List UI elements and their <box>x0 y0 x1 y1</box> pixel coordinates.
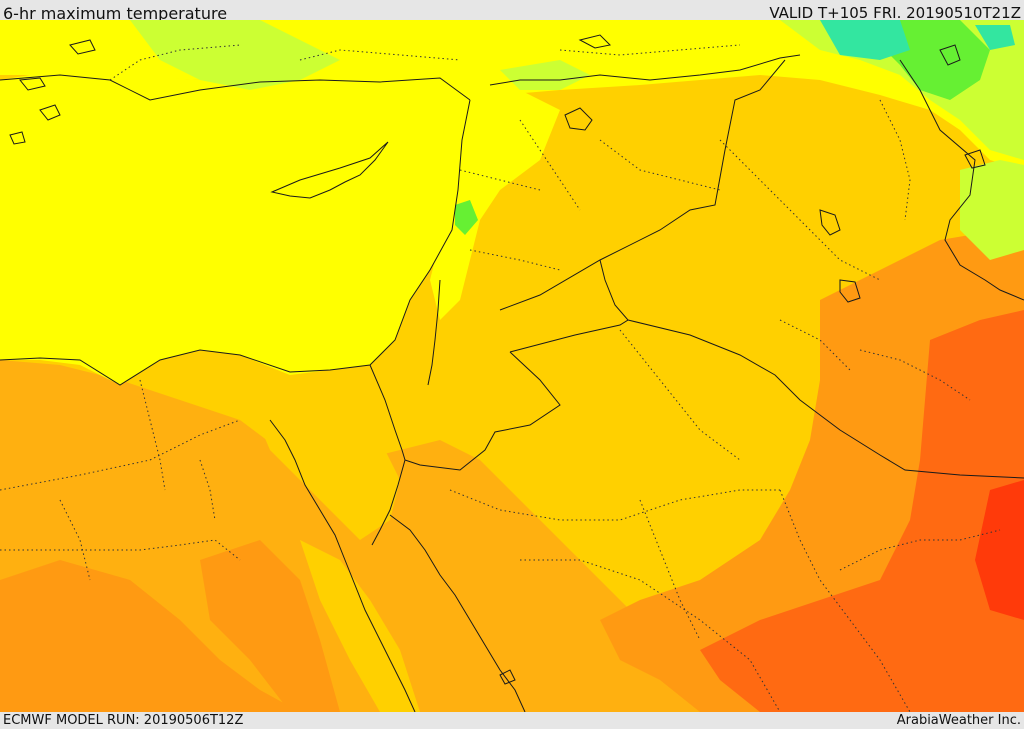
border-iraq-iran <box>899 59 1024 301</box>
island <box>578 34 612 49</box>
temperature-map <box>0 20 1024 712</box>
coastline-south <box>0 99 471 386</box>
zone-green-north <box>130 20 340 90</box>
jordan-valley <box>427 279 441 386</box>
coastline-suez <box>269 419 416 712</box>
zone-cyan-ne-2 <box>975 25 1015 50</box>
province-line <box>459 169 541 191</box>
zone-green-lake <box>500 60 590 90</box>
province-line <box>859 349 971 401</box>
province-line <box>199 459 216 521</box>
border-turkey-syria <box>489 54 801 86</box>
lake-outline-2 <box>819 209 841 236</box>
island <box>39 104 61 121</box>
zone-redsea-light <box>300 540 420 712</box>
province-line <box>109 44 241 81</box>
zone-green-lebanon <box>455 200 478 235</box>
island <box>19 77 46 91</box>
province-line <box>59 499 91 581</box>
province-line <box>839 529 1001 571</box>
lake-outline-3 <box>839 279 861 303</box>
province-line <box>0 539 241 561</box>
coastline-redsea-east <box>389 514 526 712</box>
zone-mediterranean <box>0 70 470 385</box>
island <box>939 44 961 66</box>
border-jordan-saudi <box>404 351 561 471</box>
border-iraq-saudi <box>627 319 1024 479</box>
zone-green-ne-band <box>960 160 1024 260</box>
footer-bar: ECMWF MODEL RUN: 20190506T12Z ArabiaWeat… <box>0 712 1024 729</box>
provider-credit: ArabiaWeather Inc. <box>896 713 1021 728</box>
map-title: 6-hr maximum temperature <box>3 4 228 23</box>
border-sinai <box>369 364 406 546</box>
border-syria-iraq <box>499 59 786 311</box>
island <box>499 669 516 685</box>
island <box>964 149 986 169</box>
zone-hot <box>700 310 1024 712</box>
model-run-label: ECMWF MODEL RUN: 20190506T12Z <box>3 713 244 728</box>
zone-egypt-warm <box>0 560 300 712</box>
islands <box>9 34 986 685</box>
header-bar: 6-hr maximum temperature VALID T+105 FRI… <box>0 0 1024 23</box>
island <box>9 131 26 145</box>
province-line <box>469 249 561 271</box>
zone-egypt-warm-2 <box>200 540 340 712</box>
island <box>69 39 96 55</box>
province-line <box>619 329 741 461</box>
province-line <box>719 139 881 281</box>
coastline-north <box>0 74 471 101</box>
zone-cyan-ne <box>820 20 910 60</box>
province-line <box>520 559 781 712</box>
zone-sinai-light <box>240 370 400 540</box>
province-line <box>0 419 241 491</box>
valid-time-label: VALID T+105 FRI. 20190510T21Z <box>769 4 1021 22</box>
zone-very-hot <box>975 480 1024 620</box>
province-line <box>299 49 461 61</box>
province-line <box>519 119 581 211</box>
province-line <box>559 44 741 56</box>
cyprus-outline <box>270 141 389 199</box>
province-line <box>779 319 851 371</box>
province-boundaries <box>0 44 1001 712</box>
zone-levant-yellow <box>430 90 560 320</box>
temperature-map-svg <box>0 20 1024 712</box>
lake-outline <box>564 107 593 131</box>
